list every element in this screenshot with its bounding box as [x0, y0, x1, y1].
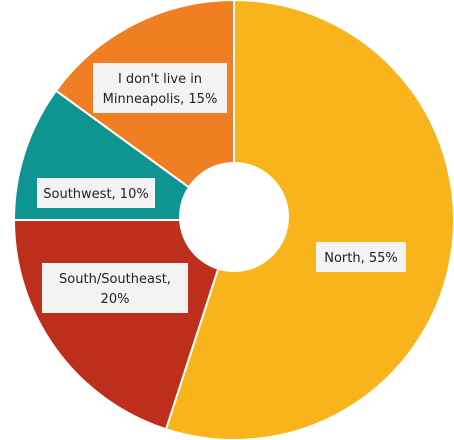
- slice-label-text: Minneapolis, 15%: [103, 92, 218, 107]
- label-background: [93, 63, 227, 113]
- label-background: [37, 178, 155, 208]
- slice-label: North, 55%: [316, 242, 406, 272]
- slice-label-text: I don't live in: [118, 72, 202, 87]
- slice-label-text: South/Southeast,: [59, 272, 171, 287]
- label-background: [42, 263, 188, 313]
- label-background: [316, 242, 406, 272]
- slice-label-text: Southwest, 10%: [43, 187, 148, 202]
- slice-label: South/Southeast, 20%: [42, 263, 188, 313]
- slice-label-text: 20%: [101, 292, 130, 307]
- slice-north: [164, 0, 454, 440]
- donut-hole: [179, 162, 289, 272]
- labels-group: North, 55% South/Southeast, 20% Southwest, …: [37, 63, 406, 313]
- slice-label: I don't live in Minneapolis, 15%: [93, 63, 227, 113]
- slice-label: Southwest, 10%: [37, 178, 155, 208]
- slice-label-text: North, 55%: [324, 251, 398, 266]
